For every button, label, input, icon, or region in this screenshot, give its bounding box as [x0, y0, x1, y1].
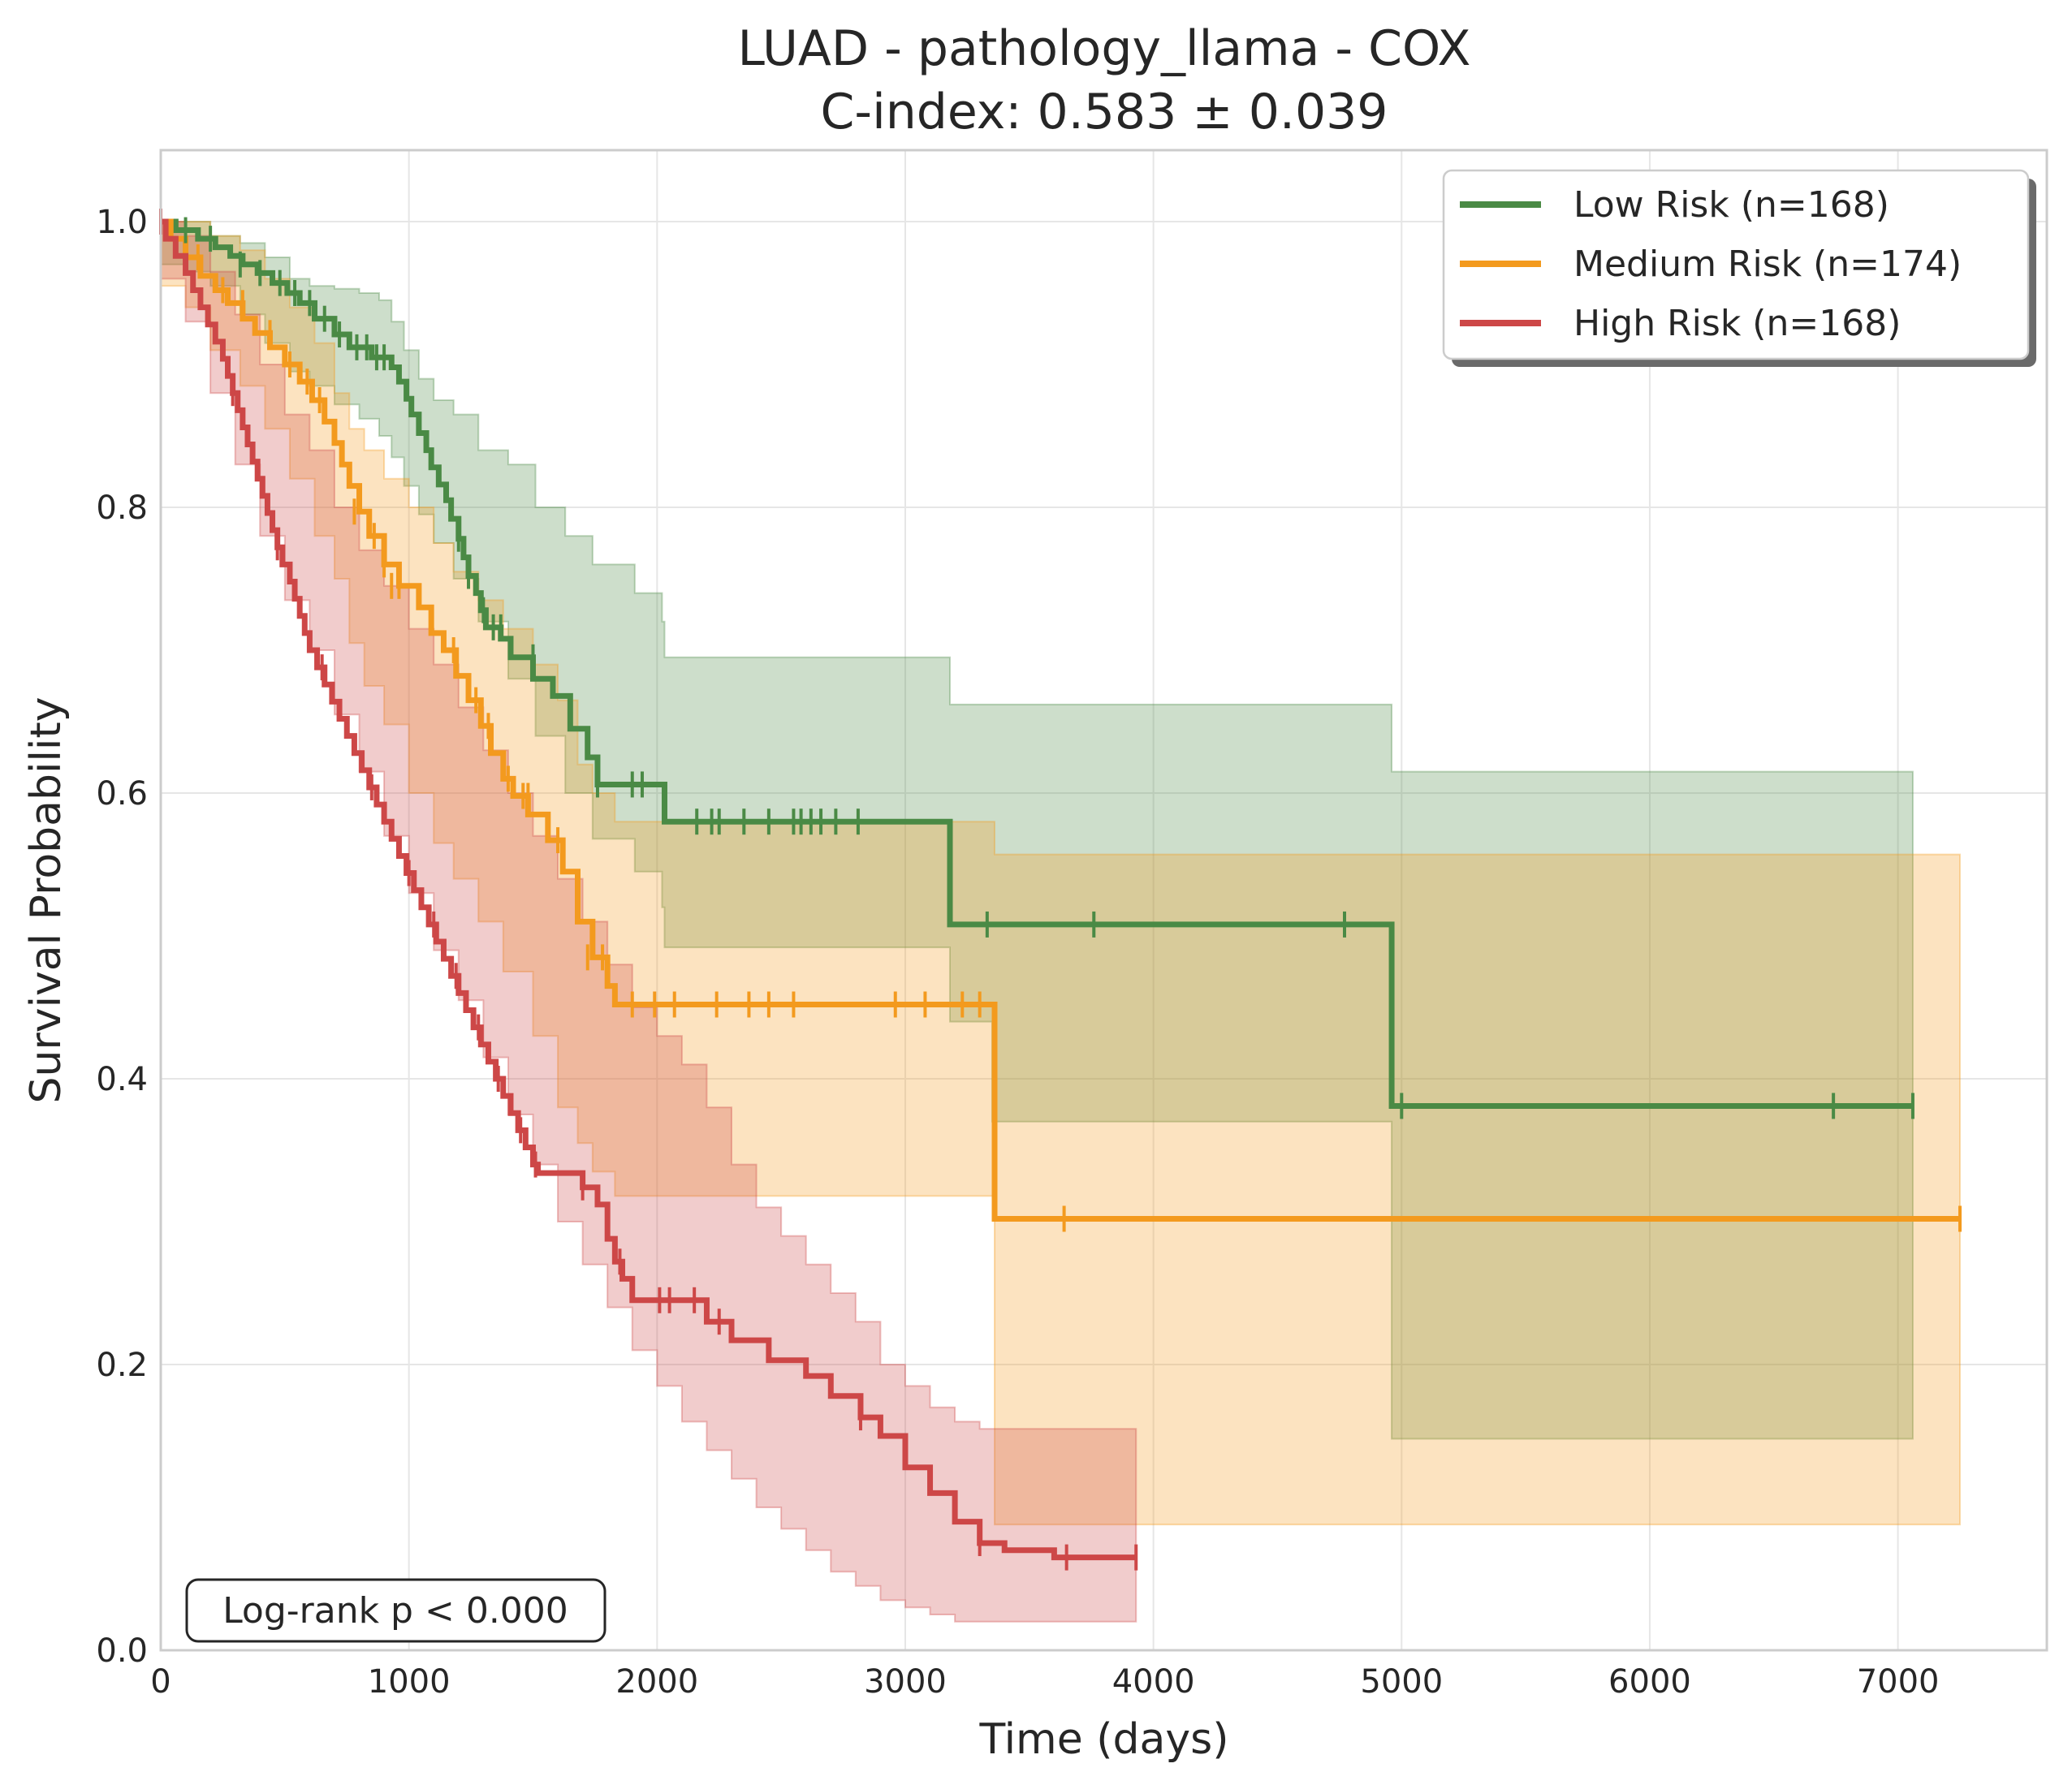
x-tick-label: 4000	[1112, 1663, 1195, 1701]
x-tick-label: 5000	[1360, 1663, 1443, 1701]
annotation-text: Log-rank p < 0.000	[222, 1590, 568, 1632]
y-tick-label: 0.8	[96, 489, 148, 527]
ci-band-medium-risk	[160, 221, 1962, 1526]
legend: Low Risk (n=168) Medium Risk (n=174) Hig…	[1442, 169, 2036, 367]
y-tick-label: 1.0	[96, 204, 148, 241]
confidence-bands	[160, 221, 1962, 1623]
logrank-annotation: Log-rank p < 0.000	[185, 1578, 606, 1643]
legend-box	[1442, 169, 2030, 360]
legend-label-low-risk: Low Risk (n=168)	[1573, 184, 1889, 226]
chart-title: LUAD - pathology_llama - COX	[738, 20, 1471, 77]
legend-label-high-risk: High Risk (n=168)	[1573, 303, 1901, 344]
y-tick-label: 0.0	[96, 1632, 148, 1670]
x-axis-label: Time (days)	[978, 1715, 1228, 1764]
y-tick-label: 0.2	[96, 1347, 148, 1384]
censor-marks	[159, 209, 1962, 1571]
plot-frame	[159, 149, 2048, 1652]
survival-curve-low-risk	[161, 218, 1913, 1109]
x-tick-label: 7000	[1857, 1663, 1940, 1701]
y-axis-label: Survival Probability	[22, 696, 71, 1103]
chart-subtitle: C-index: 0.583 ± 0.039	[821, 84, 1388, 140]
legend-label-medium-risk: Medium Risk (n=174)	[1573, 244, 1962, 285]
ci-band-low-risk	[160, 221, 1914, 1440]
annotation-box	[185, 1578, 606, 1643]
x-tick-label: 2000	[615, 1663, 698, 1701]
axis-ticks: 0 1000 2000 3000 4000 5000 6000 7000 0.0 0.2 0.4 0.…	[96, 204, 1939, 1701]
y-tick-label: 0.4	[96, 1061, 148, 1098]
x-tick-label: 1000	[368, 1663, 451, 1701]
x-tick-label: 6000	[1608, 1663, 1691, 1701]
x-tick-label: 3000	[864, 1663, 947, 1701]
survival-curve-medium-risk	[161, 218, 1961, 1222]
x-tick-label: 0	[150, 1663, 171, 1701]
y-tick-label: 0.6	[96, 775, 148, 813]
